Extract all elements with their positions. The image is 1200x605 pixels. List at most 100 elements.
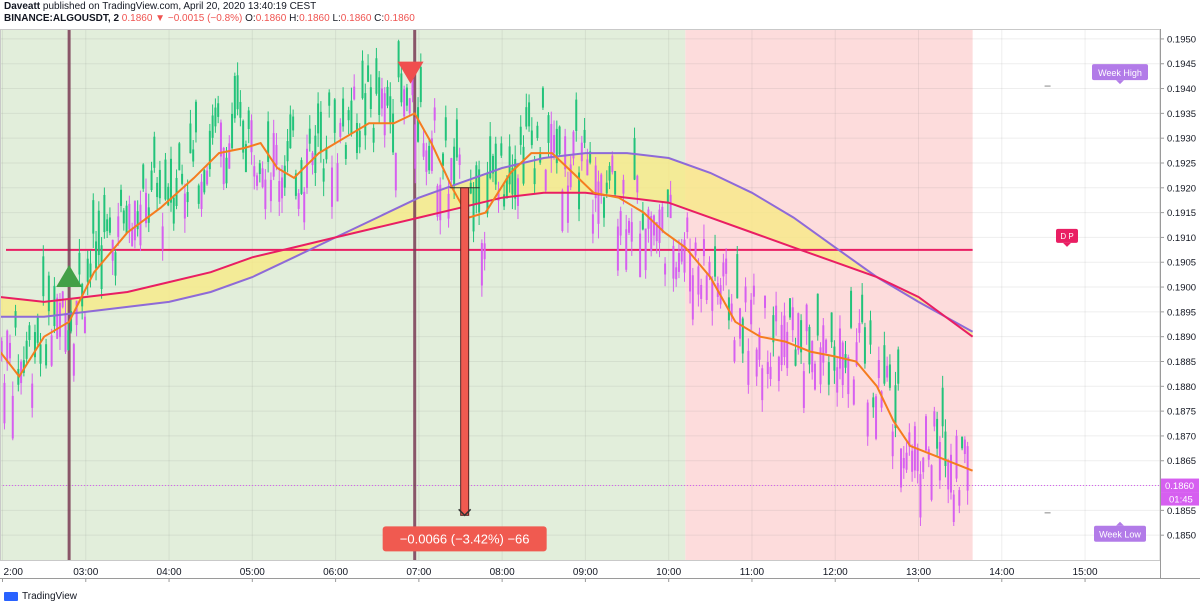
candle-body bbox=[733, 340, 736, 362]
x-tick-label: 10:00 bbox=[656, 567, 681, 578]
candle-body bbox=[6, 330, 9, 364]
candle-body bbox=[919, 474, 922, 518]
low-label: L: bbox=[332, 13, 341, 24]
candle-body bbox=[442, 153, 445, 166]
candle-body bbox=[522, 146, 525, 184]
candle-body bbox=[550, 123, 553, 159]
candle-body bbox=[603, 197, 606, 218]
candle-body bbox=[841, 342, 844, 386]
candle-body bbox=[847, 357, 850, 395]
candle-body bbox=[300, 160, 303, 194]
candle-body bbox=[503, 194, 506, 207]
y-tick-label: 0.1895 bbox=[1167, 307, 1196, 318]
symbol-name[interactable]: BINANCE:ALGOUSDT, 2 bbox=[4, 13, 120, 24]
candle-body bbox=[455, 119, 458, 158]
price-change: −0.0015 (−0.8%) bbox=[167, 13, 243, 24]
candle-body bbox=[95, 241, 98, 269]
candle-body bbox=[419, 67, 422, 103]
candle-body bbox=[472, 187, 475, 232]
candle-body bbox=[125, 205, 128, 234]
measure-arrow-icon bbox=[458, 508, 472, 517]
candle-body bbox=[272, 133, 275, 177]
x-tick-label: 12:00 bbox=[823, 567, 848, 578]
candle-body bbox=[128, 203, 131, 230]
open-value: 0.1860 bbox=[255, 13, 287, 24]
candle-body bbox=[439, 184, 442, 221]
buy-signal-triangle-icon bbox=[56, 265, 83, 288]
candle-body bbox=[450, 158, 453, 181]
candle-body bbox=[691, 275, 694, 320]
candle-body bbox=[264, 179, 267, 210]
candle-body bbox=[805, 304, 808, 332]
close-value: 0.1860 bbox=[384, 13, 415, 24]
candle-body bbox=[627, 220, 630, 233]
candle-body bbox=[797, 313, 800, 351]
candle-body bbox=[558, 126, 561, 155]
candle-body bbox=[619, 211, 622, 236]
x-tick-label: 14:00 bbox=[989, 567, 1014, 578]
candle-body bbox=[350, 100, 353, 134]
candle-body bbox=[580, 142, 583, 162]
candle-body bbox=[933, 411, 936, 427]
candle-body bbox=[608, 165, 611, 181]
candle-body bbox=[167, 186, 170, 206]
candle-body bbox=[258, 163, 261, 175]
candle-body bbox=[369, 87, 372, 110]
candle-body bbox=[142, 164, 145, 189]
candle-body bbox=[458, 154, 461, 165]
candle-body bbox=[408, 98, 411, 114]
candle-body bbox=[922, 457, 925, 473]
candle-body bbox=[297, 193, 300, 209]
y-tick-label: 0.1880 bbox=[1167, 382, 1196, 393]
candle-body bbox=[605, 182, 608, 194]
candle-body bbox=[489, 136, 492, 179]
candle-body bbox=[575, 99, 578, 131]
candle-body bbox=[339, 122, 342, 137]
candle-body bbox=[430, 138, 433, 171]
candle-body bbox=[586, 159, 589, 176]
candle-body bbox=[708, 261, 711, 277]
candle-body bbox=[175, 177, 178, 207]
candle-body bbox=[197, 185, 200, 204]
candle-body bbox=[666, 189, 669, 203]
candle-body bbox=[425, 150, 428, 172]
candle-body bbox=[289, 114, 292, 149]
candle-body bbox=[636, 175, 639, 193]
candle-body bbox=[342, 98, 345, 127]
candle-body bbox=[45, 344, 48, 366]
candle-body bbox=[364, 93, 367, 136]
candle-body bbox=[888, 364, 891, 388]
brand-name[interactable]: TradingView bbox=[22, 591, 78, 602]
candle-body bbox=[306, 148, 309, 188]
candle-body bbox=[578, 172, 581, 210]
candle-body bbox=[547, 115, 550, 143]
candle-body bbox=[97, 210, 100, 256]
ma-red-line bbox=[0, 191, 974, 338]
candle-body bbox=[156, 182, 159, 198]
candle-body bbox=[677, 253, 680, 272]
candle-body bbox=[544, 169, 547, 191]
countdown-label: 01:45 bbox=[1169, 495, 1193, 506]
candle-body bbox=[930, 465, 933, 500]
measure-label: −0.0066 (−3.42%) −66 bbox=[400, 531, 530, 546]
candle-body bbox=[250, 120, 253, 153]
y-tick-label: 0.1870 bbox=[1167, 431, 1196, 442]
candle-body bbox=[861, 294, 864, 323]
candle-body bbox=[189, 123, 192, 154]
candle-body bbox=[56, 297, 59, 339]
candle-body bbox=[106, 219, 109, 232]
candle-body bbox=[561, 190, 564, 232]
high-label: H: bbox=[289, 13, 300, 24]
candle-body bbox=[25, 340, 28, 359]
candle-body bbox=[897, 349, 900, 384]
candle-body bbox=[758, 332, 761, 360]
publisher-name[interactable]: Daveatt bbox=[4, 1, 41, 12]
candle-body bbox=[70, 311, 73, 332]
last-price: 0.1860 bbox=[121, 13, 153, 24]
candle-body bbox=[169, 158, 172, 203]
candle-body bbox=[686, 217, 689, 232]
candle-body bbox=[147, 207, 150, 223]
candle-body bbox=[722, 262, 725, 277]
week-high-pointer-icon bbox=[1116, 80, 1124, 85]
